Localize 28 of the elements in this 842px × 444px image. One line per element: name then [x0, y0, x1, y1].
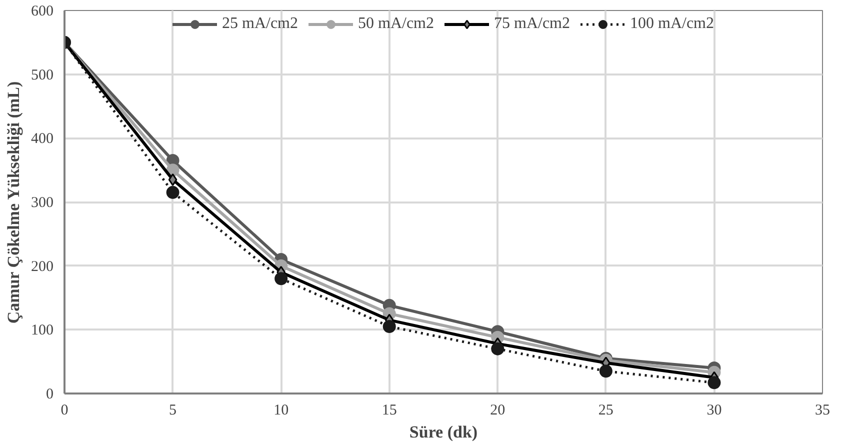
x-tick-label: 10 — [274, 402, 289, 418]
legend-label: 100 mA/cm2 — [630, 15, 714, 33]
y-tick-label: 400 — [31, 131, 54, 148]
y-axis-title: Çamur Çökelme Yüksekliği (mL) — [4, 81, 23, 324]
x-tick-label: 5 — [169, 402, 177, 418]
point — [274, 272, 288, 286]
point — [382, 320, 396, 333]
y-tick-label: 0 — [46, 386, 54, 402]
y-tick-label: 300 — [31, 195, 54, 211]
x-tick-label: 25 — [598, 402, 614, 418]
x-tick-label: 15 — [382, 402, 397, 418]
x-tick-label: 20 — [490, 402, 506, 418]
point — [166, 186, 180, 199]
y-tick-label: 500 — [31, 67, 54, 84]
point — [168, 173, 178, 186]
point — [708, 376, 721, 390]
legend-label: 25 mA/cm2 — [222, 15, 298, 33]
legend-label: 75 mA/cm2 — [494, 15, 570, 33]
point — [599, 364, 612, 378]
x-tick-label: 30 — [706, 402, 722, 418]
point — [491, 342, 504, 356]
x-tick-label: 35 — [815, 402, 830, 418]
x-axis-title: Süre (dk) — [409, 422, 478, 442]
y-tick-label: 600 — [31, 4, 54, 20]
y-tick-label: 100 — [31, 322, 54, 339]
legend-label: 50 mA/cm2 — [358, 15, 434, 33]
y-tick-label: 200 — [31, 258, 54, 275]
x-tick-label: 0 — [60, 402, 68, 418]
